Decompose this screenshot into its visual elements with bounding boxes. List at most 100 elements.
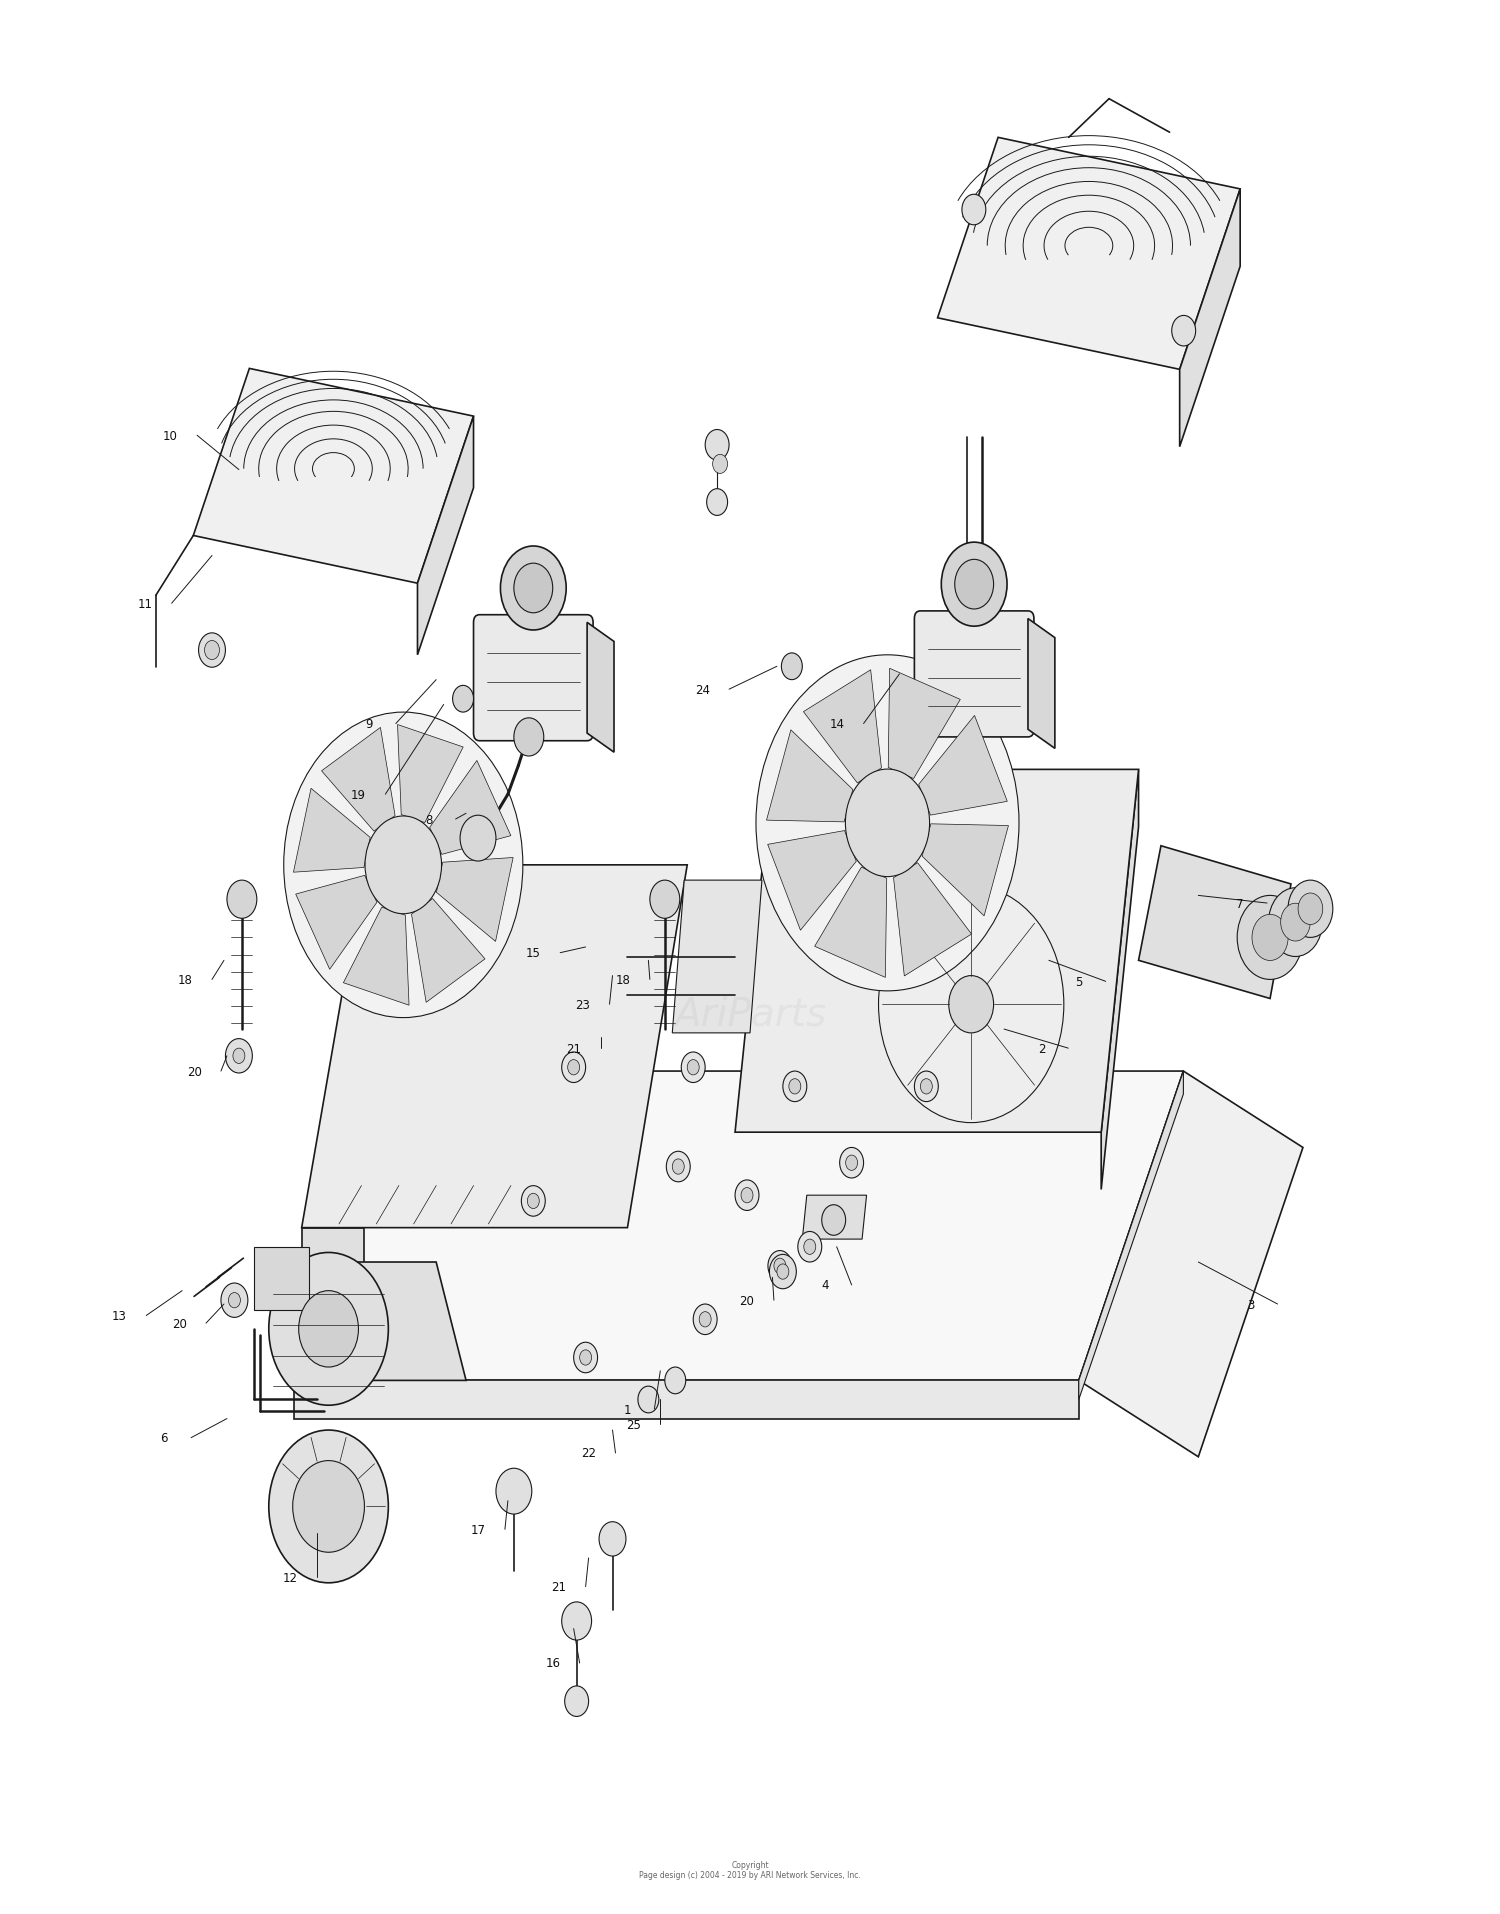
Text: 24: 24 — [694, 683, 709, 697]
Circle shape — [782, 653, 802, 679]
Polygon shape — [672, 880, 762, 1034]
Text: 8: 8 — [424, 813, 432, 827]
Circle shape — [777, 1265, 789, 1280]
Circle shape — [268, 1254, 388, 1405]
Circle shape — [598, 1522, 625, 1556]
Circle shape — [522, 1187, 546, 1217]
Circle shape — [664, 1367, 686, 1393]
FancyBboxPatch shape — [915, 612, 1034, 737]
Polygon shape — [1101, 769, 1138, 1191]
Polygon shape — [938, 138, 1240, 369]
Text: 20: 20 — [186, 1064, 201, 1078]
Polygon shape — [894, 863, 972, 976]
Polygon shape — [344, 907, 410, 1005]
Text: 22: 22 — [580, 1447, 596, 1460]
Polygon shape — [768, 831, 856, 930]
Circle shape — [1172, 316, 1196, 346]
Circle shape — [921, 1079, 933, 1095]
Circle shape — [298, 1290, 358, 1367]
Text: 7: 7 — [1236, 898, 1244, 909]
Circle shape — [364, 817, 441, 915]
Polygon shape — [429, 762, 512, 856]
Circle shape — [1288, 880, 1334, 938]
Circle shape — [204, 641, 219, 660]
Text: 19: 19 — [351, 789, 366, 802]
Circle shape — [579, 1349, 591, 1365]
Circle shape — [198, 634, 225, 668]
Polygon shape — [398, 725, 464, 823]
Text: 18: 18 — [615, 974, 630, 986]
Circle shape — [666, 1152, 690, 1183]
Circle shape — [783, 1072, 807, 1102]
Polygon shape — [586, 624, 613, 752]
Text: 23: 23 — [574, 999, 590, 1011]
Text: 4: 4 — [821, 1279, 828, 1292]
Circle shape — [846, 1156, 858, 1171]
Circle shape — [453, 685, 474, 712]
Circle shape — [268, 1430, 388, 1583]
Circle shape — [514, 718, 544, 756]
Circle shape — [687, 1060, 699, 1076]
Circle shape — [804, 1240, 816, 1256]
Circle shape — [564, 1686, 588, 1717]
Polygon shape — [302, 1229, 364, 1380]
Polygon shape — [417, 417, 474, 655]
Circle shape — [501, 547, 566, 630]
Circle shape — [638, 1386, 658, 1413]
Circle shape — [561, 1053, 585, 1083]
Circle shape — [460, 815, 496, 861]
Circle shape — [798, 1233, 822, 1263]
Polygon shape — [264, 1263, 466, 1380]
Text: 11: 11 — [136, 597, 152, 611]
Polygon shape — [1179, 189, 1240, 448]
Polygon shape — [922, 825, 1008, 917]
Circle shape — [706, 490, 728, 517]
Circle shape — [768, 1252, 792, 1282]
Text: 6: 6 — [160, 1432, 168, 1445]
Text: 21: 21 — [566, 1041, 580, 1055]
Polygon shape — [804, 670, 882, 783]
FancyBboxPatch shape — [474, 616, 592, 741]
Text: 14: 14 — [830, 718, 844, 731]
Polygon shape — [411, 900, 485, 1003]
Circle shape — [915, 1072, 939, 1102]
Text: 25: 25 — [626, 1418, 640, 1432]
Text: Copyright
Page design (c) 2004 - 2019 by ARI Network Services, Inc.: Copyright Page design (c) 2004 - 2019 by… — [639, 1860, 861, 1880]
Circle shape — [774, 1259, 786, 1275]
Polygon shape — [1138, 846, 1292, 999]
Polygon shape — [802, 1196, 867, 1240]
Circle shape — [1269, 888, 1323, 957]
Circle shape — [705, 431, 729, 461]
Text: 16: 16 — [544, 1658, 560, 1669]
Circle shape — [942, 544, 1006, 628]
Circle shape — [561, 1602, 591, 1640]
Text: 20: 20 — [171, 1317, 186, 1330]
Circle shape — [789, 1079, 801, 1095]
Circle shape — [514, 565, 552, 614]
Polygon shape — [1078, 1072, 1304, 1457]
Circle shape — [770, 1256, 796, 1288]
Circle shape — [822, 1206, 846, 1236]
Circle shape — [528, 1194, 540, 1210]
Polygon shape — [294, 789, 370, 873]
Polygon shape — [302, 865, 687, 1229]
Circle shape — [879, 886, 1064, 1124]
Text: 13: 13 — [112, 1309, 128, 1323]
Circle shape — [741, 1189, 753, 1204]
Circle shape — [284, 712, 524, 1018]
Circle shape — [226, 880, 256, 919]
Circle shape — [712, 456, 728, 475]
Polygon shape — [888, 668, 960, 779]
Polygon shape — [815, 867, 886, 978]
Circle shape — [954, 561, 993, 611]
Polygon shape — [766, 731, 853, 823]
Circle shape — [567, 1060, 579, 1076]
Circle shape — [693, 1303, 717, 1334]
Circle shape — [292, 1460, 364, 1552]
Circle shape — [756, 655, 1018, 991]
Polygon shape — [436, 857, 513, 942]
Circle shape — [846, 769, 930, 877]
Text: 9: 9 — [364, 718, 372, 731]
Circle shape — [1238, 896, 1304, 980]
Text: 12: 12 — [282, 1571, 297, 1583]
